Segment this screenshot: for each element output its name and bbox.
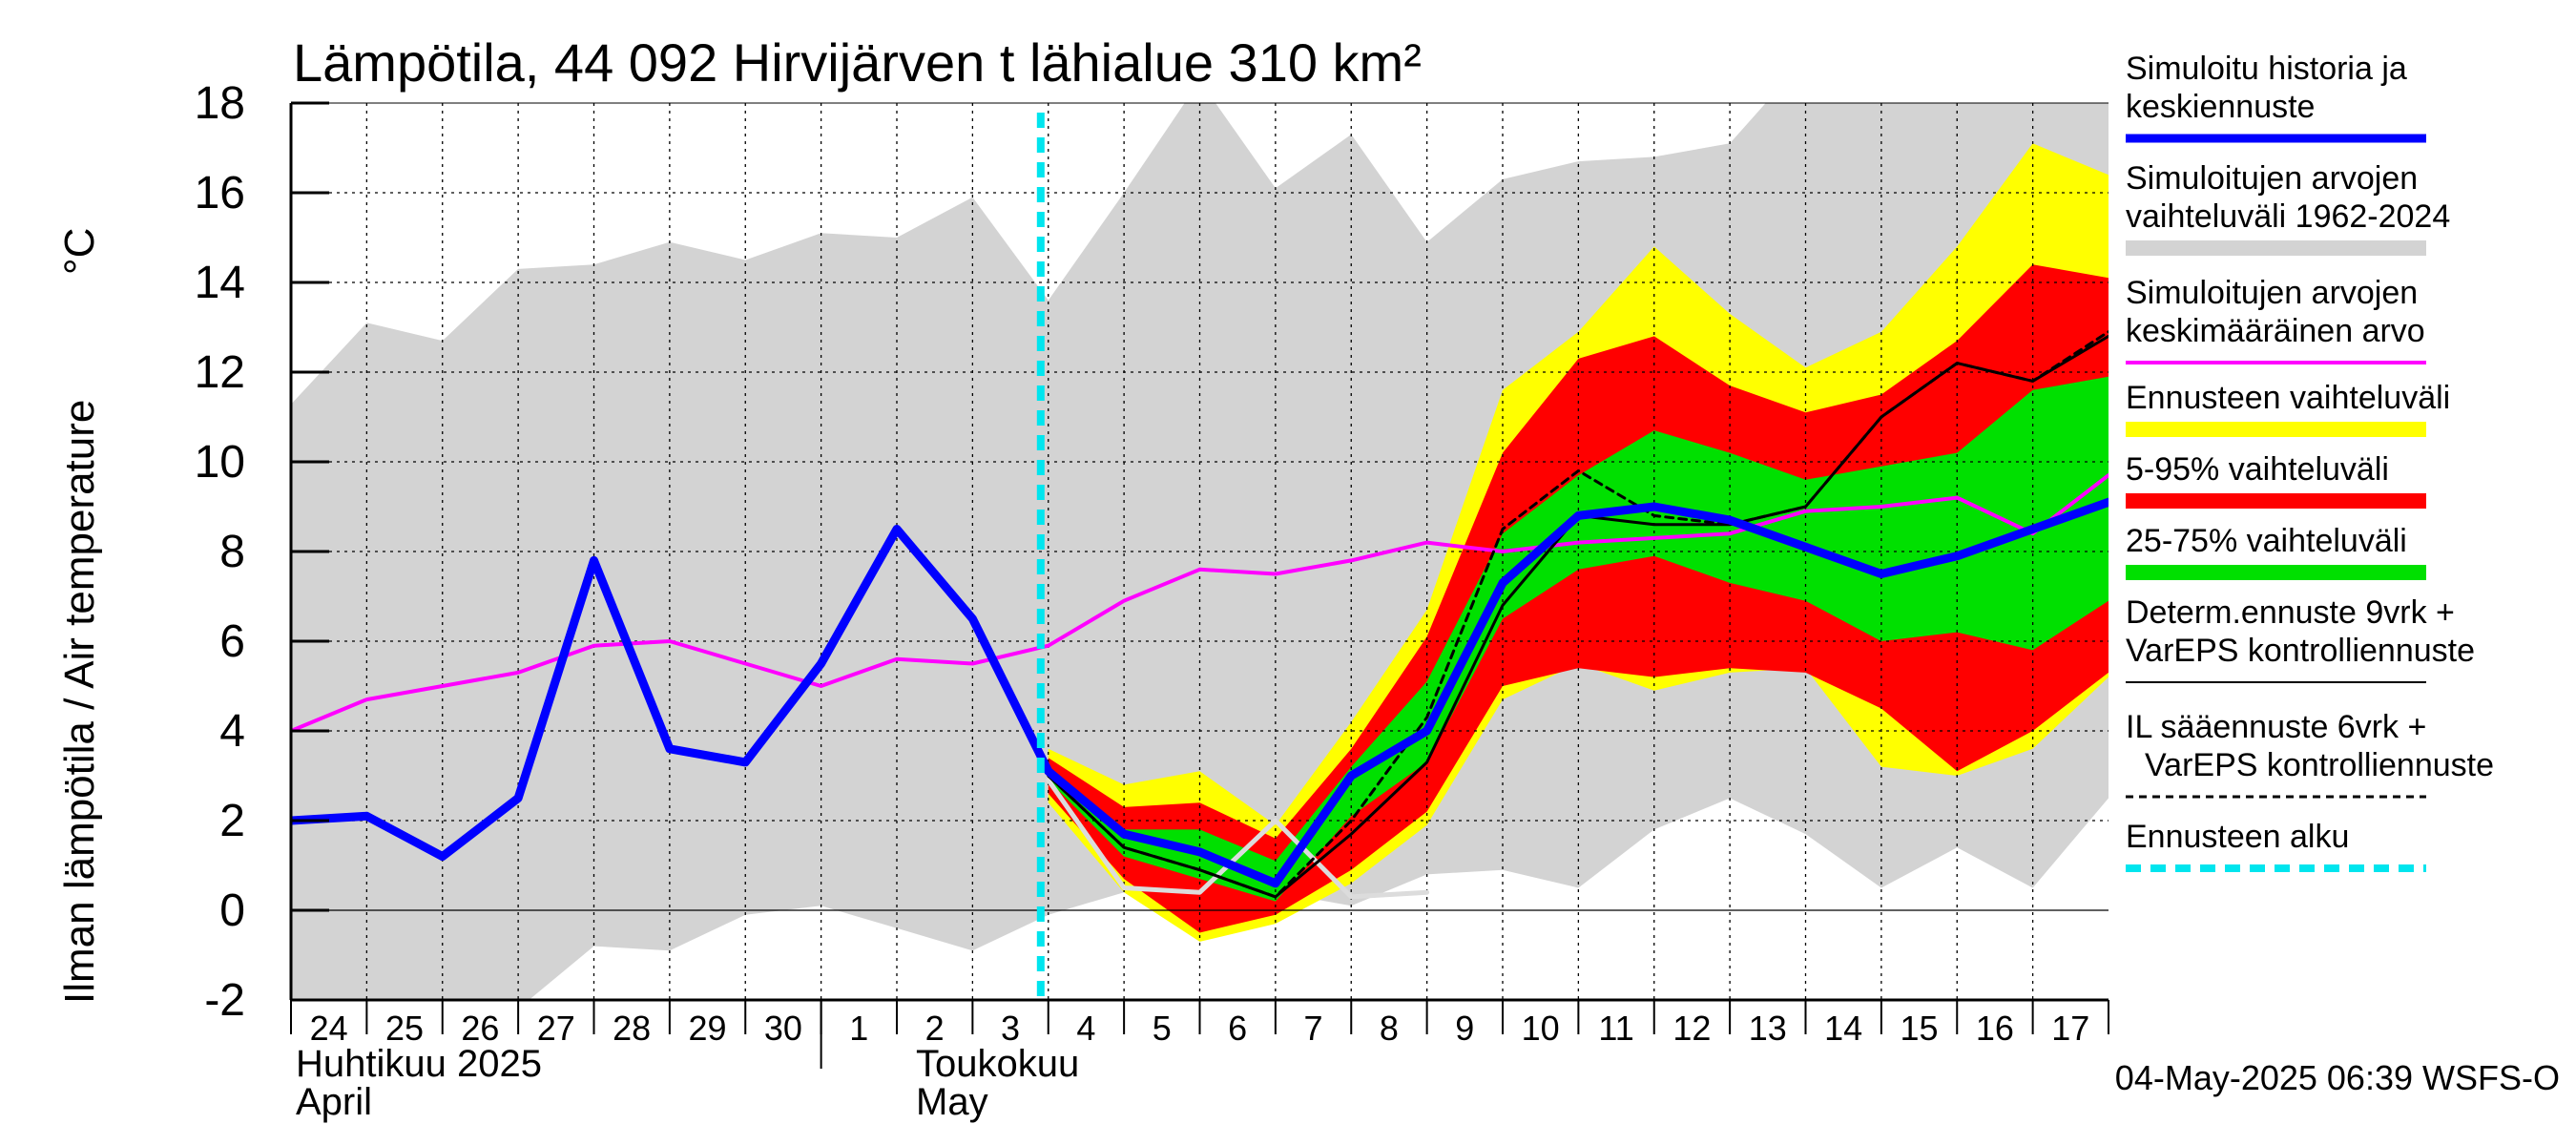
timestamp: 04-May-2025 06:39 WSFS-O bbox=[2115, 1058, 2560, 1097]
y-tick-label: -2 bbox=[204, 975, 245, 1026]
chart-grid bbox=[291, 103, 2109, 1000]
x-tick-label: 14 bbox=[1824, 1009, 1862, 1048]
x-tick-label: 8 bbox=[1380, 1009, 1399, 1048]
legend-label: IL sääennuste 6vrk + VarEPS kontrolliennu… bbox=[2126, 709, 2494, 783]
x-tick-label: 7 bbox=[1304, 1009, 1323, 1048]
x-tick-label: 4 bbox=[1076, 1009, 1095, 1048]
x-tick-label: 2 bbox=[925, 1009, 945, 1048]
month-label-en: May bbox=[916, 1081, 988, 1123]
x-tick-label: 13 bbox=[1749, 1009, 1787, 1048]
simulated-main-line bbox=[291, 497, 2109, 888]
x-tick-label: 9 bbox=[1455, 1009, 1474, 1048]
y-axis-label: Ilman lämpötila / Air temperature bbox=[56, 400, 103, 1004]
x-tick-label: 6 bbox=[1228, 1009, 1247, 1048]
legend-label: Simuloitujen arvojen vaihteluväli 1962-20… bbox=[2126, 160, 2450, 235]
legend-swatch bbox=[2126, 240, 2426, 256]
x-tick-label: 1 bbox=[849, 1009, 868, 1048]
month-label-fi: Huhtikuu 2025 bbox=[296, 1043, 542, 1085]
x-tick-label: 11 bbox=[1598, 1009, 1633, 1048]
y-tick-label: 6 bbox=[219, 616, 245, 667]
chart-lines bbox=[291, 113, 2109, 1000]
x-tick-label: 15 bbox=[1901, 1009, 1939, 1048]
x-tick-label: 27 bbox=[537, 1009, 575, 1048]
history-mean-line bbox=[291, 473, 2109, 733]
legend-swatch bbox=[2126, 493, 2426, 509]
x-tick-label: 28 bbox=[613, 1009, 651, 1048]
legend-label: Ennusteen alku bbox=[2126, 819, 2349, 855]
legend-label: Ennusteen vaihteluväli bbox=[2126, 380, 2450, 416]
legend-label: Simuloitujen arvojen keskimääräinen arvo bbox=[2126, 275, 2425, 349]
y-tick-label: 4 bbox=[219, 706, 245, 757]
y-tick-label: 0 bbox=[219, 885, 245, 936]
grey-member-line bbox=[1046, 778, 1430, 900]
x-tick-label: 26 bbox=[461, 1009, 499, 1048]
legend-swatch bbox=[2126, 422, 2426, 437]
x-tick-label: 24 bbox=[310, 1009, 348, 1048]
x-tick-label: 30 bbox=[764, 1009, 802, 1048]
month-label-fi: Toukokuu bbox=[916, 1043, 1079, 1085]
y-tick-label: 16 bbox=[195, 168, 245, 219]
y-tick-label: 2 bbox=[219, 796, 245, 846]
x-tick-label: 17 bbox=[2051, 1009, 2089, 1048]
legend-swatch bbox=[2126, 565, 2426, 580]
x-tick-label: 16 bbox=[1976, 1009, 2014, 1048]
chart-legend: Simuloitu historia ja keskiennuste Simuloi… bbox=[2126, 51, 2494, 872]
y-axis-unit: °C bbox=[56, 228, 103, 275]
legend-label: Simuloitu historia ja keskiennuste bbox=[2126, 51, 2407, 125]
y-tick-label: 8 bbox=[219, 527, 245, 577]
month-label-en: April bbox=[296, 1081, 372, 1123]
legend-label: 5-95% vaihteluväli bbox=[2126, 451, 2389, 488]
p5-p95-band bbox=[1048, 264, 2109, 933]
legend-label: 25-75% vaihteluväli bbox=[2126, 523, 2407, 559]
x-tick-label: 29 bbox=[689, 1009, 727, 1048]
legend-label: Determ.ennuste 9vrk + VarEPS kontrollienn… bbox=[2126, 594, 2475, 669]
x-tick-label: 12 bbox=[1672, 1009, 1711, 1048]
x-tick-label: 5 bbox=[1153, 1009, 1172, 1048]
y-tick-label: 12 bbox=[195, 347, 245, 398]
x-tick-label: 3 bbox=[1001, 1009, 1020, 1048]
x-tick-label: 10 bbox=[1522, 1009, 1560, 1048]
y-tick-label: 10 bbox=[195, 437, 245, 488]
x-tick-label: 25 bbox=[385, 1009, 424, 1048]
chart-title: Lämpötila, 44 092 Hirvijärven t lähialue… bbox=[293, 32, 1422, 93]
y-tick-label: 18 bbox=[195, 78, 245, 129]
y-tick-label: 14 bbox=[195, 258, 245, 308]
determ-forecast-line bbox=[895, 334, 2109, 899]
